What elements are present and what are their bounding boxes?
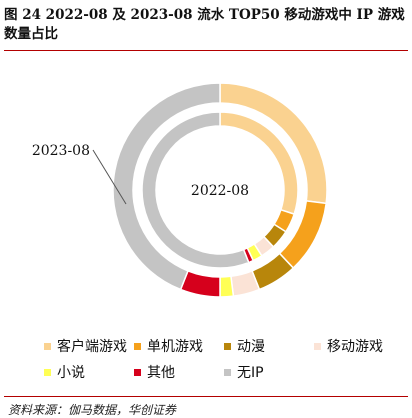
- donut-chart: 2022-08 2023-08: [32, 82, 328, 298]
- legend-swatch: [224, 342, 231, 350]
- inner-ring-label: 2022-08: [191, 183, 249, 199]
- legend-swatch: [224, 368, 231, 376]
- slice-outer-6: [112, 82, 221, 291]
- title-rule: [4, 50, 408, 51]
- source-rule: [4, 396, 408, 397]
- legend-label: 客户端游戏: [57, 339, 127, 355]
- legend-label: 其他: [147, 365, 175, 381]
- slice-outer-4: [219, 275, 235, 298]
- legend-swatch: [44, 342, 51, 350]
- outer-ring-leader-line: [92, 149, 127, 205]
- legend-swatch: [314, 342, 321, 350]
- legend-item-6: 无IP: [224, 362, 264, 382]
- legend-item-2: 动漫: [224, 336, 265, 356]
- outer-ring-label: 2023-08: [32, 143, 90, 159]
- legend-label: 动漫: [237, 339, 265, 355]
- legend-item-0: 客户端游戏: [44, 336, 127, 356]
- legend-swatch: [44, 368, 51, 376]
- legend-label: 单机游戏: [147, 339, 203, 355]
- legend-item-4: 小说: [44, 362, 85, 382]
- slice-inner-6: [141, 111, 250, 269]
- legend-label: 无IP: [237, 365, 264, 381]
- source-note: 资料来源：伽马数据，华创证券: [8, 403, 177, 417]
- figure-title: 图 24 2022-08 及 2023-08 流水 TOP50 移动游戏中 IP…: [4, 7, 405, 42]
- legend-item-1: 单机游戏: [134, 336, 203, 356]
- legend-item-3: 移动游戏: [314, 336, 383, 356]
- legend-label: 小说: [57, 365, 85, 381]
- legend-swatch: [134, 368, 141, 376]
- legend-swatch: [134, 342, 141, 350]
- legend-label: 移动游戏: [327, 339, 383, 355]
- legend-item-5: 其他: [134, 362, 175, 382]
